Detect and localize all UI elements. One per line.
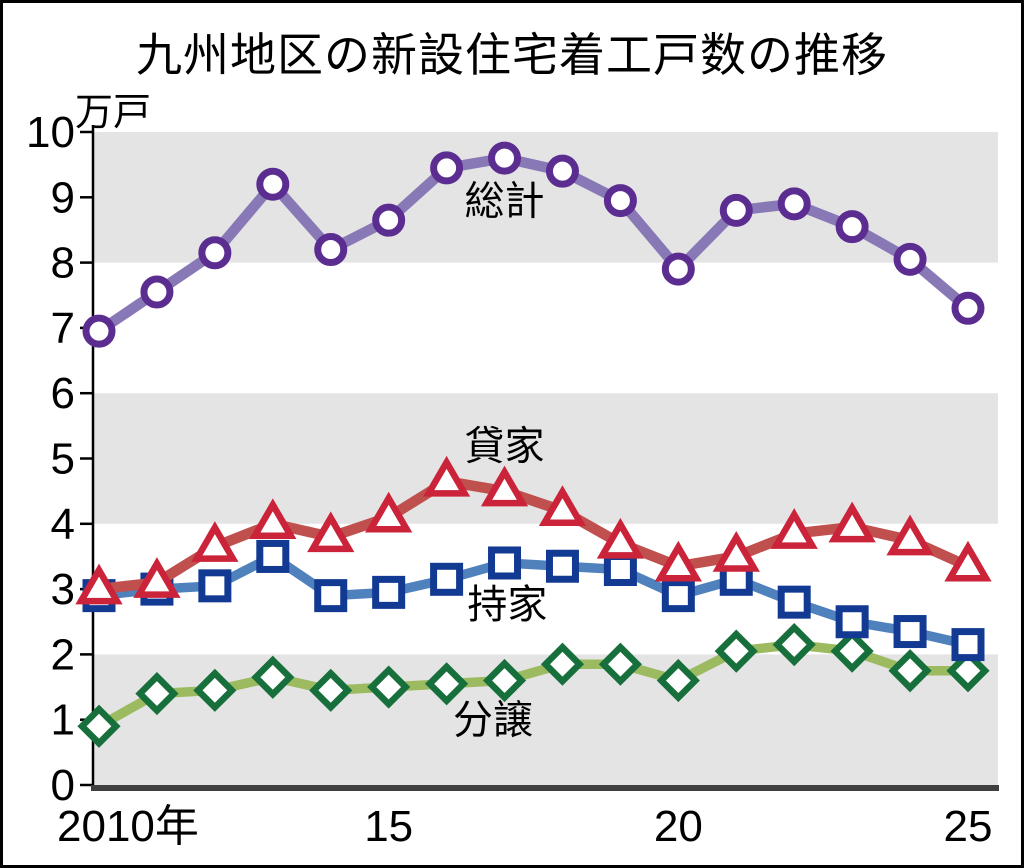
triangle-marker-rental	[133, 557, 181, 598]
triangle-marker-rental	[944, 540, 992, 582]
circle-marker-total	[198, 236, 232, 270]
diamond-marker-condo	[135, 671, 179, 716]
circle-marker-total	[951, 291, 985, 325]
diamond-marker-condo	[193, 668, 237, 712]
y-tick-label: 5	[51, 435, 75, 484]
x-tick-label: 25	[944, 802, 993, 851]
series-label-condo: 分譲	[453, 699, 533, 743]
series-line-rental	[98, 476, 971, 595]
square-marker-owned	[603, 553, 637, 587]
triangle-marker-rental	[538, 485, 587, 526]
triangle-marker-rental	[654, 540, 702, 582]
diamond-marker-condo	[540, 642, 585, 686]
y-tick-label: 0	[51, 761, 75, 810]
square-marker-owned	[256, 539, 290, 573]
diamond-marker-condo	[714, 629, 758, 673]
y-tick-label: 10	[26, 108, 75, 157]
diamond-marker-condo	[888, 649, 932, 693]
diamond-marker-condo	[77, 704, 121, 748]
square-marker-owned	[488, 546, 522, 580]
triangle-marker-rental	[480, 465, 529, 507]
series-label-total: 総計	[465, 180, 545, 224]
diamond-marker-condo	[656, 658, 700, 703]
square-marker-owned	[951, 628, 985, 662]
series-line-owned	[98, 551, 970, 650]
x-tick-label: 15	[364, 802, 413, 851]
square-marker-owned	[777, 585, 811, 619]
y-axis-unit-label: 万戸	[75, 92, 152, 134]
diamond-marker-condo	[772, 623, 816, 667]
y-tick-label: 2	[51, 630, 75, 679]
diamond-marker-condo	[425, 662, 469, 706]
series-line-total	[96, 152, 972, 336]
y-tick-label: 8	[51, 239, 75, 288]
triangle-marker-rental	[365, 491, 413, 533]
chart-title: 九州地区の新設住宅着工戸数の推移	[136, 29, 888, 81]
triangle-marker-rental	[770, 508, 818, 549]
square-marker-owned	[198, 569, 232, 603]
circle-marker-total	[661, 252, 695, 286]
series-label-owned: 持家	[467, 583, 547, 627]
diamond-marker-condo	[251, 655, 295, 699]
y-tick-label: 9	[51, 173, 75, 222]
square-marker-owned	[430, 562, 464, 596]
diamond-marker-condo	[309, 668, 353, 712]
y-tick-label: 7	[51, 304, 75, 353]
diamond-marker-condo	[482, 658, 527, 703]
diamond-marker-condo	[367, 665, 411, 709]
square-marker-owned	[545, 549, 579, 583]
diamond-marker-condo	[830, 629, 874, 673]
y-tick-label: 6	[51, 369, 75, 418]
circle-marker-total	[140, 275, 174, 309]
circle-marker-total	[488, 141, 522, 175]
circle-marker-total	[835, 210, 869, 244]
circle-marker-total	[777, 187, 811, 221]
circle-marker-total	[719, 193, 753, 227]
x-tick-label: 2010年	[57, 802, 199, 851]
square-marker-owned	[314, 579, 348, 613]
circle-marker-total	[372, 203, 406, 237]
triangle-marker-rental	[886, 514, 934, 556]
triangle-marker-rental	[75, 563, 123, 605]
series-label-rental: 貸家	[465, 424, 545, 468]
circle-marker-total	[893, 242, 927, 276]
triangle-marker-rental	[191, 521, 239, 562]
square-marker-owned	[893, 615, 927, 649]
square-marker-owned	[372, 575, 406, 609]
circle-marker-total	[82, 314, 116, 348]
triangle-marker-rental	[712, 530, 760, 572]
circle-marker-total	[314, 233, 348, 267]
diamond-marker-condo	[946, 649, 990, 693]
diamond-marker-condo	[598, 642, 642, 686]
circle-marker-total	[256, 167, 290, 201]
background-band	[94, 654, 998, 785]
y-tick-label: 3	[51, 565, 75, 614]
circle-marker-total	[430, 151, 464, 185]
circle-marker-total	[603, 184, 637, 218]
series-line-condo	[96, 639, 968, 731]
y-tick-label: 1	[51, 696, 75, 745]
x-tick-label: 20	[654, 802, 703, 851]
square-marker-owned	[835, 605, 869, 639]
y-tick-label: 4	[51, 500, 75, 549]
triangle-marker-rental	[596, 517, 645, 559]
square-marker-owned	[661, 579, 695, 613]
triangle-marker-rental	[828, 501, 876, 543]
triangle-marker-rental	[307, 511, 355, 553]
triangle-marker-rental	[422, 455, 471, 497]
circle-marker-total	[545, 154, 579, 188]
triangle-marker-rental	[249, 498, 297, 540]
